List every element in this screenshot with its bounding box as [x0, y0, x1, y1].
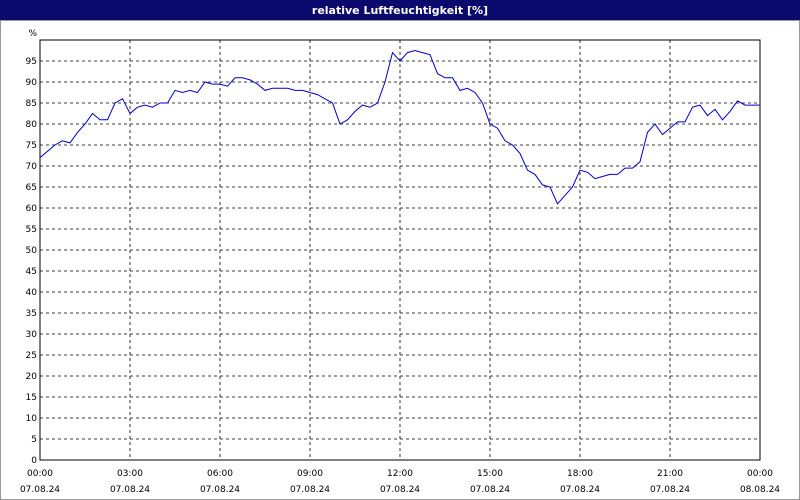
y-tick-label: 35 — [26, 309, 37, 319]
x-tick-date: 07.08.24 — [290, 485, 330, 495]
x-tick-time: 00:00 — [27, 469, 53, 479]
x-tick-date: 07.08.24 — [200, 485, 240, 495]
y-tick-label: 40 — [26, 288, 38, 298]
y-tick-label: 0 — [31, 456, 37, 466]
x-tick-time: 12:00 — [387, 469, 413, 479]
y-tick-label: 15 — [26, 393, 37, 403]
x-tick-time: 18:00 — [567, 469, 593, 479]
x-tick-date: 07.08.24 — [560, 485, 600, 495]
y-tick-label: 70 — [26, 162, 38, 172]
chart-title: relative Luftfeuchtigkeit [%] — [0, 0, 800, 20]
x-tick-time: 21:00 — [657, 469, 683, 479]
x-tick-time: 03:00 — [117, 469, 143, 479]
x-tick-time: 06:00 — [207, 469, 233, 479]
x-axis-tick-labels: 00:00 07.08.24 03:00 07.08.24 06:00 07.08.24 0… — [20, 469, 780, 495]
y-tick-label: 10 — [26, 414, 38, 424]
y-tick-label: 50 — [26, 246, 38, 256]
y-tick-label: 45 — [26, 267, 37, 277]
y-axis-tick-labels: 0 5 10 15 20 25 30 35 40 45 50 55 60 65 70 75 80 85 90 95 — [26, 57, 38, 466]
x-tick-time: 00:00 — [747, 469, 773, 479]
y-tick-label: 25 — [26, 351, 37, 361]
x-tick-time: 09:00 — [297, 469, 323, 479]
x-tick-date: 08.08.24 — [740, 485, 780, 495]
x-tick-date: 07.08.24 — [20, 485, 60, 495]
y-tick-label: 90 — [26, 78, 38, 88]
y-tick-label: 60 — [26, 204, 38, 214]
x-tick-date: 07.08.24 — [110, 485, 150, 495]
series-line-humidity — [39, 49, 760, 205]
y-tick-label: 95 — [26, 57, 37, 67]
grid-lines — [40, 40, 760, 460]
y-tick-label: 20 — [26, 372, 38, 382]
y-tick-label: 85 — [26, 99, 37, 109]
y-tick-label: 65 — [26, 183, 37, 193]
y-tick-label: 80 — [26, 120, 38, 130]
x-tick-time: 15:00 — [477, 469, 503, 479]
y-tick-label: 75 — [26, 141, 37, 151]
x-tick-date: 07.08.24 — [380, 485, 420, 495]
y-tick-label: 5 — [31, 435, 37, 445]
plot-area-border — [39, 39, 761, 461]
y-tick-label: 55 — [26, 225, 37, 235]
y-tick-label: 30 — [26, 330, 38, 340]
x-tick-date: 07.08.24 — [650, 485, 690, 495]
x-tick-date: 07.08.24 — [470, 485, 510, 495]
y-axis-label: % — [28, 29, 37, 39]
